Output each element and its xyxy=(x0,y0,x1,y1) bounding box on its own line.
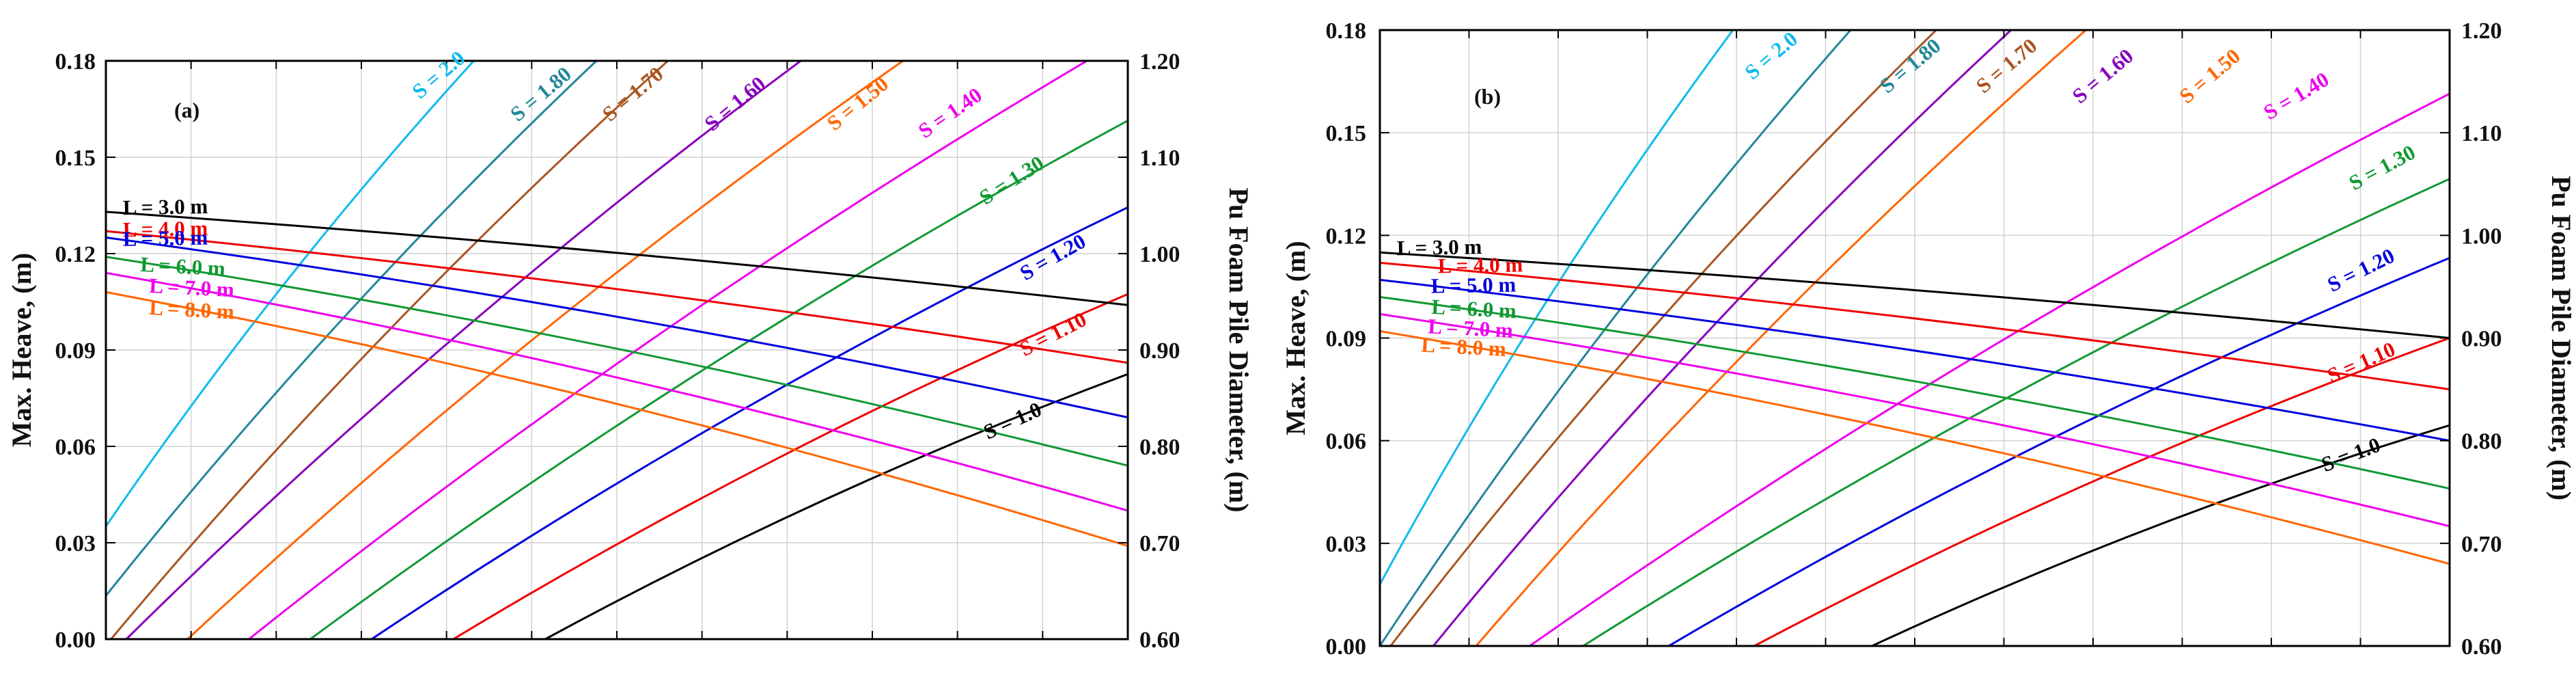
y2-tick-label: 1.00 xyxy=(1139,242,1180,267)
heave-line-40 xyxy=(1380,261,2450,391)
diameter-line-120 xyxy=(371,206,1128,639)
y-tick-label: 0.06 xyxy=(1326,429,1367,455)
y2-tick-label: 0.90 xyxy=(1139,338,1180,364)
y-tick-label: 0.18 xyxy=(1326,18,1367,44)
heave-label: L = 8.0 m xyxy=(1421,333,1507,361)
heave-label: L = 3.0 m xyxy=(1397,234,1482,260)
y2-tick-label: 1.20 xyxy=(2461,18,2502,44)
heave-line-80 xyxy=(106,291,1128,548)
diameter-line-150 xyxy=(186,61,904,639)
diameter-line-110 xyxy=(1754,337,2450,646)
y-tick-label: 0.00 xyxy=(55,628,96,653)
heave-label: L = 4.0 m xyxy=(1438,252,1523,278)
heave-line-50 xyxy=(106,237,1128,419)
heave-label: L = 7.0 m xyxy=(149,273,235,301)
y-tick-label: 0.00 xyxy=(1326,634,1367,660)
diameter-line-160 xyxy=(1432,30,2012,646)
y-axis-title: Max. Heave, (m) xyxy=(6,253,37,447)
heave-line-30 xyxy=(106,211,1128,306)
y2-tick-label: 0.70 xyxy=(2461,532,2502,557)
heave-label: L = 7.0 m xyxy=(1428,314,1514,342)
diameter-line-10 xyxy=(1871,424,2450,646)
y-tick-label: 0.12 xyxy=(55,242,96,267)
y-tick-label: 0.15 xyxy=(55,146,96,171)
diameter-line-170 xyxy=(110,61,669,639)
heave-line-40 xyxy=(106,230,1128,364)
panel-a-chart: 0.00 0.03 0.06 0.09 0.12 0.15 0.18 0.60 0.70 0.80… xyxy=(6,46,1254,653)
heave-label: L = 5.0 m xyxy=(1431,273,1516,298)
diameter-line-110 xyxy=(452,293,1128,639)
y2-tick-label: 1.00 xyxy=(2461,224,2502,249)
diameter-line-130 xyxy=(1582,178,2450,646)
y-tick-label: 0.09 xyxy=(1326,327,1367,352)
heave-label: L = 4.0 m xyxy=(123,216,208,241)
heave-line-30 xyxy=(1380,251,2450,339)
y2-tick-label: 1.10 xyxy=(2461,121,2502,146)
diameter-line-20 xyxy=(106,61,475,527)
y2-axis-title: Pu Foam Pile Diameter, (m) xyxy=(2546,176,2576,500)
heave-line-70 xyxy=(106,271,1128,512)
y2-tick-label: 0.90 xyxy=(2461,327,2502,352)
y2-tick-label: 1.20 xyxy=(1139,49,1180,75)
diameter-line-140 xyxy=(248,61,1088,639)
y-tick-label: 0.09 xyxy=(55,338,96,364)
y2-tick-label: 0.60 xyxy=(2461,634,2502,660)
heave-line-50 xyxy=(1380,278,2450,442)
series-group xyxy=(106,61,1128,639)
y-tick-label: 0.03 xyxy=(55,531,96,556)
diameter-line-150 xyxy=(1475,30,2087,646)
heave-line-80 xyxy=(1380,330,2450,565)
heave-label: L = 8.0 m xyxy=(149,295,235,323)
heave-line-70 xyxy=(1380,312,2450,528)
heave-label: L = 3.0 m xyxy=(123,194,208,219)
heave-label: L = 5.0 m xyxy=(123,226,208,251)
y-tick-label: 0.12 xyxy=(1326,224,1367,249)
panel-b-chart: 0.00 0.03 0.06 0.09 0.12 0.15 0.18 0.60 0.70 0.80… xyxy=(1280,18,2576,660)
diameter-line-20 xyxy=(1380,30,1734,585)
panel-label: (a) xyxy=(174,98,199,122)
series-group xyxy=(1380,30,2450,646)
diameter-line-120 xyxy=(1668,256,2450,646)
diameter-line-140 xyxy=(1529,92,2450,646)
heave-label: L = 6.0 m xyxy=(1431,295,1517,323)
y2-tick-label: 0.80 xyxy=(2461,429,2502,455)
y2-axis-title: Pu Foam Pile Diameter, (m) xyxy=(1223,187,1254,512)
diameter-line-10 xyxy=(544,373,1128,639)
y2-tick-label: 0.70 xyxy=(1139,531,1180,556)
y2-tick-label: 0.80 xyxy=(1139,435,1180,460)
y-tick-label: 0.18 xyxy=(55,49,96,75)
diameter-line-160 xyxy=(125,61,802,639)
y-tick-label: 0.03 xyxy=(1326,532,1367,557)
diameter-line-180 xyxy=(106,61,598,597)
y2-tick-label: 0.60 xyxy=(1139,628,1180,653)
heave-label: L = 6.0 m xyxy=(140,252,226,280)
y-tick-label: 0.15 xyxy=(1326,121,1367,146)
y2-tick-label: 1.10 xyxy=(1139,146,1180,171)
y-tick-label: 0.06 xyxy=(55,435,96,460)
diameter-line-170 xyxy=(1389,30,1937,646)
diameter-line-130 xyxy=(309,120,1128,639)
heave-line-60 xyxy=(106,256,1128,467)
panel-label: (b) xyxy=(1474,84,1501,109)
heave-line-60 xyxy=(1380,295,2450,490)
y-axis-title: Max. Heave, (m) xyxy=(1280,241,1311,435)
